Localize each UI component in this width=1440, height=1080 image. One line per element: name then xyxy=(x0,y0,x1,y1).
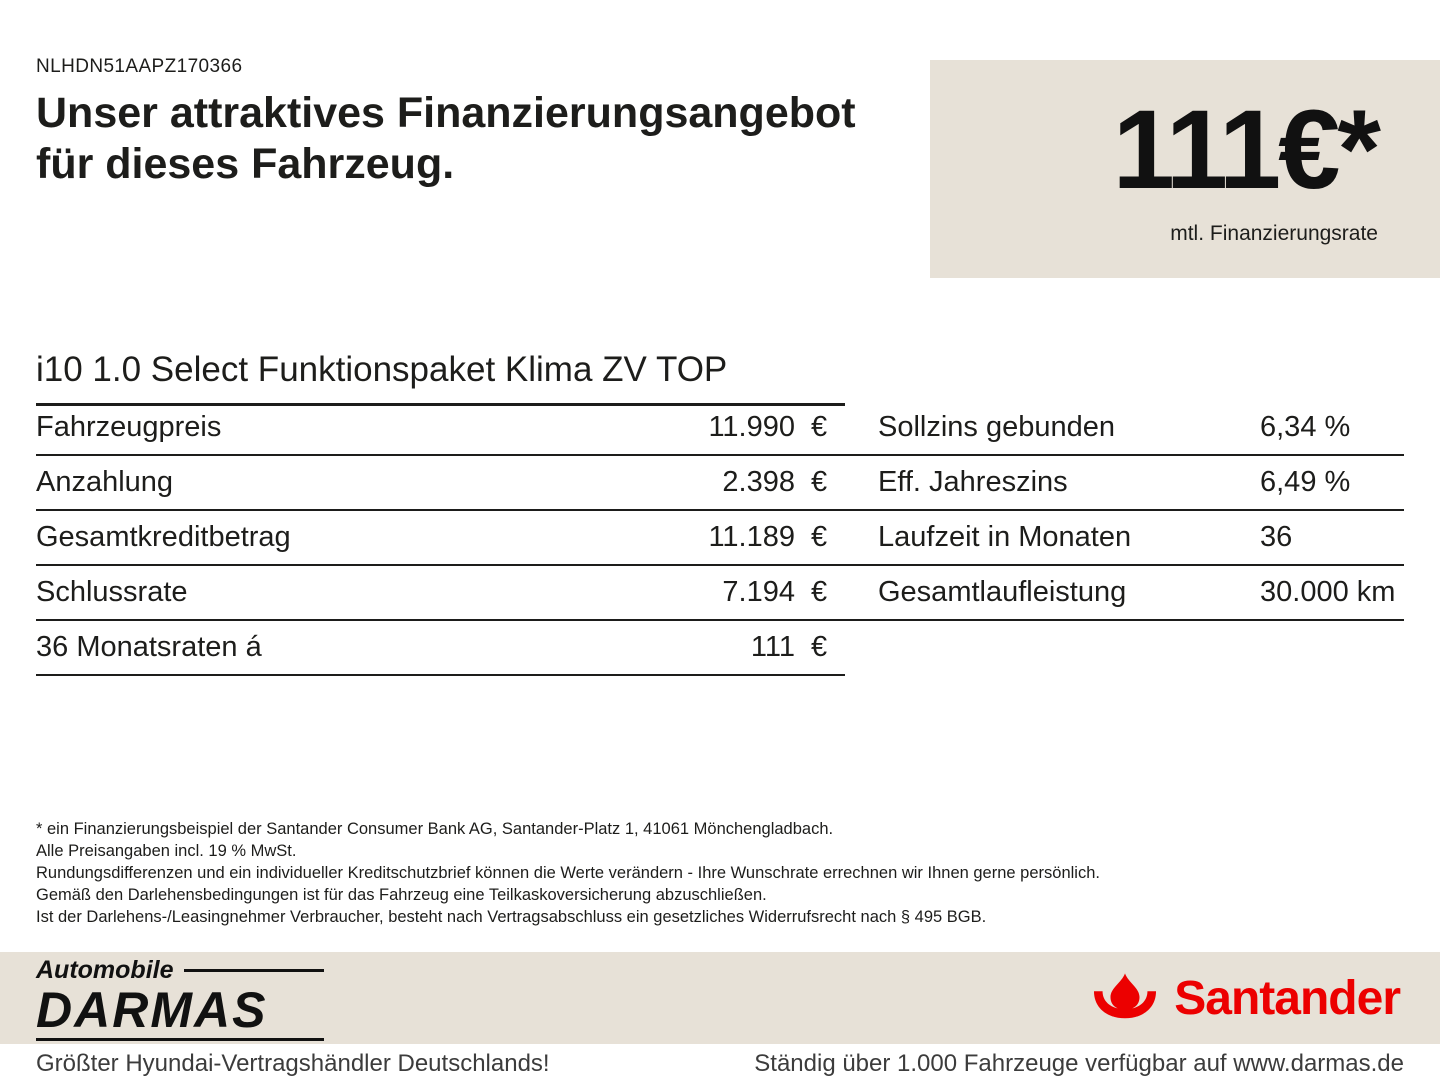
row-unit: € xyxy=(811,411,828,443)
disclaimer-line: Ist der Darlehens-/Leasingnehmer Verbrau… xyxy=(36,908,987,926)
vin-text: NLHDN51AAPZ170366 xyxy=(36,56,243,77)
row-label: Sollzins gebunden xyxy=(878,411,1116,443)
table-row: 36 Monatsraten á 111 € xyxy=(36,621,1404,676)
disclaimer-line: Gemäß den Darlehensbedingungen ist für d… xyxy=(36,886,767,904)
row-value: 111 xyxy=(750,631,795,663)
row-value: 30.000 km xyxy=(1260,576,1396,608)
santander-flame-icon xyxy=(1092,972,1158,1025)
row-unit: € xyxy=(811,631,828,663)
row-value: 36 xyxy=(1260,521,1293,553)
vehicle-title: i10 1.0 Select Funktionspaket Klima ZV T… xyxy=(36,350,845,406)
row-value: 2.398 xyxy=(722,466,795,498)
dealer-logo-name: DARMAS xyxy=(36,981,268,1038)
disclaimer-line: Rundungsdifferenzen und ein individuelle… xyxy=(36,864,1100,882)
table-cell-right: Eff. Jahreszins 6,49 % xyxy=(878,456,1404,509)
monthly-rate-caption: mtl. Finanzierungsrate xyxy=(1170,222,1378,245)
monthly-rate-amount: 111€* xyxy=(1112,87,1381,212)
disclaimer: * ein Finanzierungsbeispiel der Santande… xyxy=(36,818,1336,928)
table-row: Anzahlung 2.398 € Eff. Jahreszins 6,49 % xyxy=(36,456,1404,511)
row-value: 6,34 % xyxy=(1260,411,1351,443)
tagline-left: Größter Hyundai-Vertragshändler Deutschl… xyxy=(36,1050,550,1077)
table-row: Gesamtkreditbetrag 11.189 € Laufzeit in … xyxy=(36,511,1404,566)
table-cell-right: Laufzeit in Monaten 36 xyxy=(878,511,1404,564)
row-label: Gesamtlaufleistung xyxy=(878,576,1127,608)
row-unit: € xyxy=(811,466,828,498)
row-label: Fahrzeugpreis xyxy=(36,411,222,443)
row-value: 7.194 xyxy=(722,576,795,608)
row-label: Eff. Jahreszins xyxy=(878,466,1068,498)
table-cell-left: Gesamtkreditbetrag 11.189 € xyxy=(36,511,845,564)
footer-band: Automobile DARMAS Santander xyxy=(0,952,1440,1044)
table-cell-right xyxy=(878,621,1404,676)
row-label: Laufzeit in Monaten xyxy=(878,521,1132,553)
table-cell-left: 36 Monatsraten á 111 € xyxy=(36,621,845,676)
row-value: 11.990 xyxy=(708,411,795,443)
table-cell-left: Schlussrate 7.194 € xyxy=(36,566,845,619)
santander-logo: Santander xyxy=(1092,971,1401,1026)
disclaimer-line: Alle Preisangaben incl. 19 % MwSt. xyxy=(36,842,297,860)
row-label: Anzahlung xyxy=(36,466,174,498)
row-value: 6,49 % xyxy=(1260,466,1351,498)
dealer-logo-line1: Automobile xyxy=(36,955,174,984)
table-cell-right: Gesamtlaufleistung 30.000 km xyxy=(878,566,1404,619)
rate-box: 111€* mtl. Finanzierungsrate xyxy=(930,60,1440,278)
table-row: Schlussrate 7.194 € Gesamtlaufleistung 3… xyxy=(36,566,1404,621)
row-label: 36 Monatsraten á xyxy=(36,631,262,663)
table-row: Fahrzeugpreis 11.990 € Sollzins gebunden… xyxy=(36,401,1404,456)
row-label: Schlussrate xyxy=(36,576,188,608)
tagline-right: Ständig über 1.000 Fahrzeuge verfügbar a… xyxy=(754,1050,1404,1077)
row-unit: € xyxy=(811,576,828,608)
table-cell-left: Anzahlung 2.398 € xyxy=(36,456,845,509)
row-label: Gesamtkreditbetrag xyxy=(36,521,291,553)
finance-table: Fahrzeugpreis 11.990 € Sollzins gebunden… xyxy=(36,401,1404,676)
headline: Unser attraktives Finanzierungsangebot f… xyxy=(36,89,856,188)
disclaimer-line: * ein Finanzierungsbeispiel der Santande… xyxy=(36,820,834,838)
dealer-logo: Automobile DARMAS xyxy=(36,956,324,1041)
dealer-logo-top: Automobile xyxy=(36,956,324,985)
row-value: 11.189 xyxy=(708,521,795,553)
table-cell-right: Sollzins gebunden 6,34 % xyxy=(878,401,1404,454)
dealer-logo-rule xyxy=(183,968,324,972)
dealer-logo-rule xyxy=(36,1037,324,1041)
row-unit: € xyxy=(811,521,828,553)
table-cell-left: Fahrzeugpreis 11.990 € xyxy=(36,401,845,454)
santander-wordmark: Santander xyxy=(1174,971,1401,1025)
